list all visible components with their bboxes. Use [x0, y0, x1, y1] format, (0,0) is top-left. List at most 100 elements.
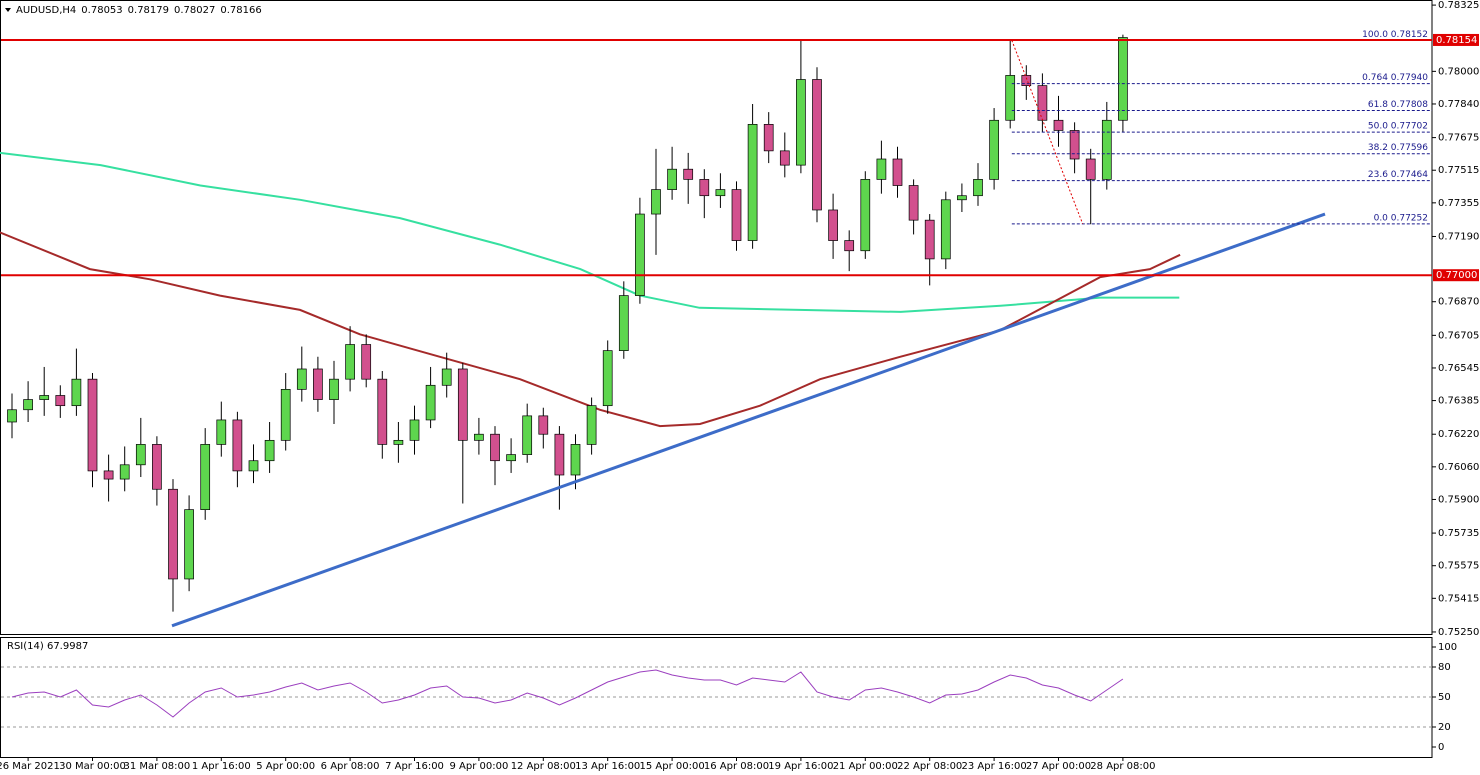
candle-body — [715, 189, 726, 197]
candle-body — [570, 444, 581, 476]
candle-body — [490, 433, 500, 462]
x-tick-label: 22 Apr 08:00 — [897, 761, 962, 772]
x-tick-label: 5 Apr 00:00 — [256, 761, 315, 772]
candle-body — [377, 378, 388, 445]
y-tick-label: 0.76545 — [1438, 363, 1479, 374]
candle-body — [55, 395, 66, 407]
candle-body — [699, 179, 710, 197]
menu-triangle[interactable] — [5, 8, 11, 12]
candle-body — [280, 389, 291, 441]
fib-diagonal — [1011, 40, 1084, 225]
candle-body — [683, 168, 694, 180]
fib-label: 0.0 0.77252 — [1374, 213, 1428, 223]
candle-body — [635, 213, 645, 296]
candle-body — [1037, 85, 1048, 121]
candle-body — [457, 368, 468, 441]
trendline — [171, 212, 1326, 628]
candle-body — [264, 439, 275, 462]
candle-body — [876, 158, 887, 180]
fib-label: 61.8 0.77808 — [1368, 100, 1428, 110]
candle-body — [973, 179, 983, 197]
candle-body — [425, 384, 436, 421]
candle-body — [1069, 130, 1080, 160]
candle-body — [103, 470, 114, 480]
y-tick-label: 20 — [1438, 722, 1451, 733]
x-tick-label: 7 Apr 16:00 — [385, 761, 444, 772]
candle-body — [71, 378, 82, 407]
y-tick-label: 0.76870 — [1438, 297, 1479, 308]
y-tick-label: 0.76385 — [1438, 396, 1479, 407]
candle-body — [345, 344, 355, 380]
candle-body — [361, 344, 372, 380]
candle-body — [506, 454, 516, 462]
y-tick-label: 0.76220 — [1438, 429, 1479, 440]
high-value: 0.78179 — [128, 5, 169, 16]
candle-body — [1021, 75, 1032, 86]
candle-body — [618, 295, 629, 351]
moving-average — [0, 231, 1181, 428]
x-tick-label: 30 Mar 00:00 — [59, 761, 126, 772]
y-tick-label: 80 — [1438, 662, 1451, 673]
candle-body — [296, 368, 307, 390]
candle-body — [989, 119, 999, 180]
x-tick-label: 12 Apr 08:00 — [511, 761, 576, 772]
candle-body — [329, 378, 339, 400]
x-tick-label: 1 Apr 16:00 — [192, 761, 251, 772]
candle-body — [924, 219, 935, 260]
candle-body — [7, 409, 17, 423]
candle-body — [651, 189, 661, 215]
y-tick-label: 0.75575 — [1438, 561, 1479, 572]
y-tick-label: 0.75900 — [1438, 494, 1479, 505]
y-tick-label: 0.75415 — [1438, 593, 1479, 604]
candle-body — [957, 195, 967, 201]
candle-body — [39, 395, 50, 400]
fib-label: 23.6 0.77464 — [1368, 170, 1428, 180]
candle-body — [844, 240, 855, 252]
close-value: 0.78166 — [220, 5, 261, 16]
candle-body — [667, 168, 677, 190]
candle-body — [1053, 119, 1064, 131]
x-tick-label: 16 Apr 08:00 — [704, 761, 769, 772]
candle-body — [248, 460, 259, 472]
candle-body — [1085, 158, 1096, 180]
candle-body — [1005, 75, 1016, 121]
level-label: 0.78154 — [1436, 35, 1477, 46]
fib-label: 0.764 0.77940 — [1362, 73, 1428, 83]
y-tick-label: 50 — [1438, 692, 1451, 703]
y-tick-label: 0.78000 — [1438, 66, 1479, 77]
candle-body — [23, 399, 33, 411]
candle-body — [135, 444, 146, 466]
fib-label: 50.0 0.77702 — [1368, 122, 1428, 132]
candle-body — [860, 179, 871, 252]
y-tick-label: 0.77840 — [1438, 99, 1479, 110]
candle-body — [796, 79, 806, 166]
level-label: 0.77000 — [1436, 270, 1477, 281]
x-tick-label: 27 Apr 00:00 — [1026, 761, 1091, 772]
x-tick-label: 28 Apr 08:00 — [1090, 761, 1155, 772]
y-tick-label: 0.77190 — [1438, 231, 1479, 242]
y-tick-label: 0.76060 — [1438, 462, 1479, 473]
candle-body — [940, 199, 951, 260]
candle-body — [184, 509, 194, 580]
main-panel — [0, 0, 1433, 635]
fib-label: 100.0 0.78152 — [1362, 30, 1428, 40]
candle-body — [602, 350, 613, 407]
candle-body — [168, 488, 178, 580]
candle-body — [554, 433, 565, 476]
y-tick-label: 0 — [1438, 742, 1444, 753]
x-tick-label: 21 Apr 00:00 — [833, 761, 898, 772]
y-tick-label: 0.78325 — [1438, 0, 1479, 11]
y-tick-label: 0.77675 — [1438, 133, 1479, 144]
level-box — [1433, 269, 1479, 282]
candle-body — [474, 433, 484, 441]
candle-body — [522, 415, 533, 455]
candle-body — [586, 405, 597, 445]
x-tick-label: 13 Apr 16:00 — [575, 761, 640, 772]
candle-body — [87, 378, 98, 472]
candle-body — [747, 124, 758, 241]
low-value: 0.78027 — [174, 5, 215, 16]
candle-body — [731, 189, 742, 241]
candle-body — [828, 209, 838, 241]
candle-body — [200, 444, 211, 510]
